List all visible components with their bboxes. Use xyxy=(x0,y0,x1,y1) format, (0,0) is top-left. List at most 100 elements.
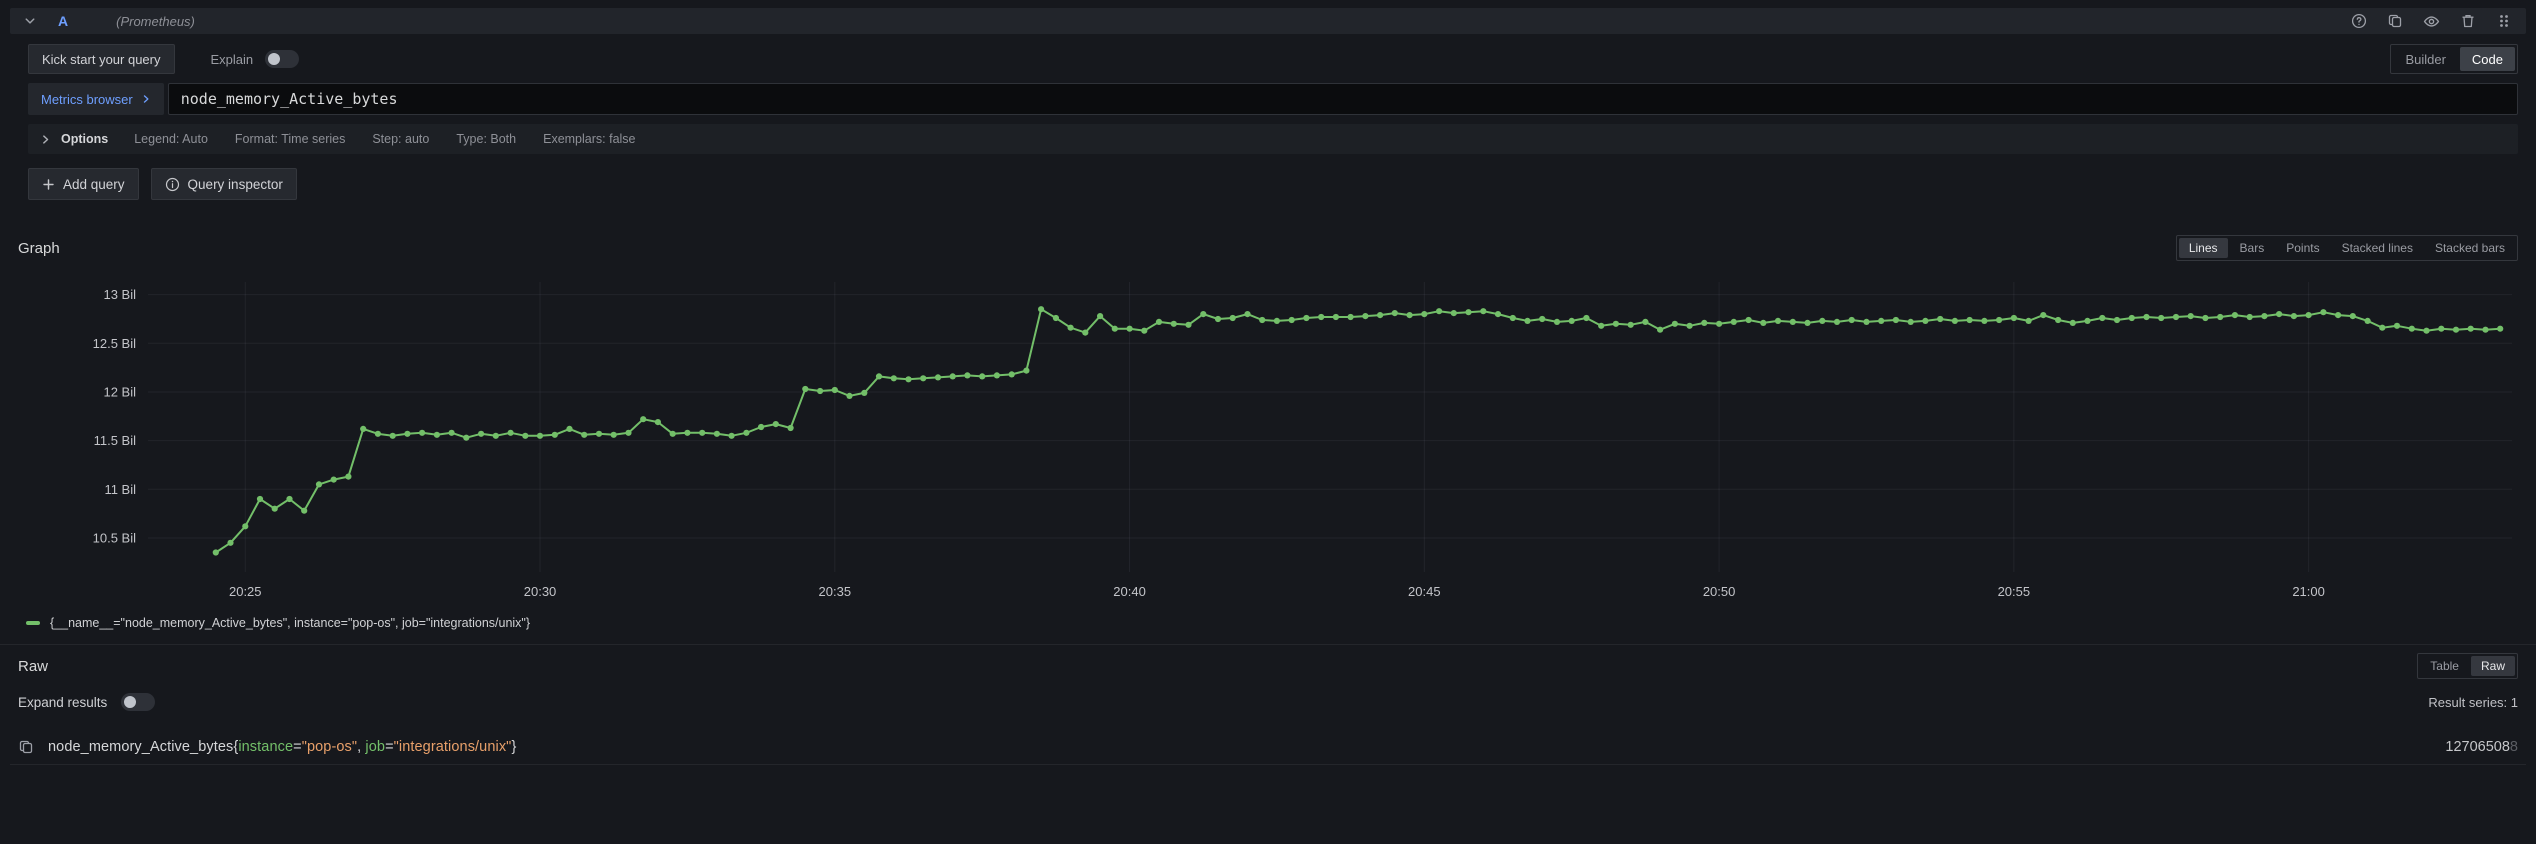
data-point xyxy=(758,423,765,431)
expand-results-toggle[interactable] xyxy=(121,693,156,711)
promql-query-input[interactable] xyxy=(167,83,2518,115)
data-point xyxy=(507,429,514,436)
data-point xyxy=(979,373,986,380)
data-point xyxy=(536,432,544,439)
data-point xyxy=(1126,325,1133,332)
metrics-browser-button[interactable]: Metrics browser xyxy=(28,83,164,115)
data-point xyxy=(566,425,573,432)
data-point xyxy=(654,419,662,426)
data-point xyxy=(817,387,824,395)
data-point xyxy=(1966,316,1973,324)
result-series-row[interactable]: node_memory_Active_bytes{instance="pop-o… xyxy=(10,729,2526,765)
data-point xyxy=(2172,313,2180,321)
collapse-chevron-down-icon[interactable] xyxy=(24,15,36,27)
kick-start-query-button[interactable]: Kick start your query xyxy=(28,44,175,74)
x-tick-label: 21:00 xyxy=(2292,584,2325,599)
options-label: Options xyxy=(61,132,109,146)
data-point xyxy=(1642,318,1649,325)
data-point xyxy=(286,495,293,503)
data-point xyxy=(1804,319,1811,326)
datasource-hint: (Prometheus) xyxy=(116,13,195,29)
help-icon[interactable] xyxy=(2351,13,2367,29)
info-circle-icon xyxy=(165,177,180,192)
query-part-plain: , xyxy=(357,738,366,755)
data-point xyxy=(2084,317,2091,324)
data-point xyxy=(227,539,234,546)
data-point xyxy=(713,430,721,437)
query-header-bar[interactable]: A (Prometheus) xyxy=(10,8,2526,34)
data-point xyxy=(522,432,529,439)
duplicate-query-icon[interactable] xyxy=(2387,13,2403,29)
data-point xyxy=(890,375,897,382)
data-point xyxy=(2231,312,2238,319)
query-ref-id: A xyxy=(58,13,69,29)
chart-canvas[interactable]: 10.5 Bil 11 Bil 11.5 Bil 12 Bil 12.5 Bil 13 B… xyxy=(10,270,2526,610)
data-point xyxy=(1583,314,1590,322)
data-point xyxy=(1450,310,1457,317)
segment-builder[interactable]: Builder xyxy=(2393,47,2457,71)
data-point xyxy=(640,416,647,423)
data-point xyxy=(920,375,927,382)
query-part-plain: } xyxy=(511,738,517,755)
data-point xyxy=(2408,325,2415,332)
data-point xyxy=(389,432,396,439)
data-point xyxy=(2113,316,2121,324)
data-point xyxy=(492,432,499,439)
segment-raw[interactable]: Raw xyxy=(2470,656,2515,676)
drag-handle-icon[interactable] xyxy=(2496,13,2512,29)
series-label-text: node_memory_Active_bytes{instance="pop-o… xyxy=(48,739,516,755)
data-point xyxy=(772,421,779,428)
data-point xyxy=(1981,317,1988,324)
raw-results-panel: Raw Table Raw Expand results Result serie… xyxy=(0,644,2536,765)
data-point xyxy=(1436,308,1443,315)
data-point xyxy=(2335,312,2342,319)
hide-response-eye-icon[interactable] xyxy=(2423,13,2440,30)
segment-table[interactable]: Table xyxy=(2420,656,2469,676)
segment-stacked-bars[interactable]: Stacked bars xyxy=(2425,238,2515,258)
data-point xyxy=(2482,326,2489,333)
data-point xyxy=(463,434,470,441)
data-point xyxy=(2290,313,2297,320)
data-point xyxy=(1819,317,1826,324)
segment-points[interactable]: Points xyxy=(2276,238,2329,258)
data-point xyxy=(1318,313,1325,321)
data-point xyxy=(1686,322,1693,329)
segment-lines[interactable]: Lines xyxy=(2178,238,2228,258)
data-point xyxy=(1421,311,1428,318)
options-summary-item: Step: auto xyxy=(372,132,430,146)
data-point xyxy=(1067,324,1074,331)
segment-code[interactable]: Code xyxy=(2459,47,2515,71)
data-point xyxy=(1214,315,1222,323)
data-point xyxy=(2423,327,2430,334)
data-point xyxy=(1789,318,1796,325)
data-point xyxy=(1406,312,1413,319)
time-series-chart: 10.5 Bil 11 Bil 11.5 Bil 12 Bil 12.5 Bil 13 B… xyxy=(10,270,2526,610)
add-query-button[interactable]: Add query xyxy=(28,168,139,200)
segment-bars[interactable]: Bars xyxy=(2230,238,2275,258)
x-tick-label: 20:55 xyxy=(1998,584,2031,599)
data-point xyxy=(419,429,426,436)
delete-query-trash-icon[interactable] xyxy=(2460,13,2476,29)
data-point xyxy=(1097,313,1104,320)
data-point xyxy=(1701,319,1708,326)
segment-stacked-lines[interactable]: Stacked lines xyxy=(2332,238,2423,258)
explain-label: Explain xyxy=(210,51,254,67)
explain-toggle[interactable] xyxy=(265,50,300,68)
data-point xyxy=(242,523,249,530)
data-point xyxy=(743,429,750,436)
data-point xyxy=(699,429,706,436)
data-point xyxy=(1023,367,1030,374)
query-inspector-button[interactable]: Query inspector xyxy=(150,168,297,200)
data-point xyxy=(993,372,1001,379)
chart-legend[interactable]: {__name__="node_memory_Active_bytes", in… xyxy=(10,610,2526,636)
copy-to-clipboard-icon[interactable] xyxy=(18,739,34,755)
query-options-expander[interactable]: Options Legend: Auto Format: Time series S… xyxy=(28,124,2518,154)
data-point xyxy=(2055,316,2062,324)
data-point xyxy=(1347,313,1354,321)
options-summary-item: Type: Both xyxy=(456,132,517,146)
graph-panel-title: Graph xyxy=(18,239,60,257)
query-editor: A (Prometheus) Kick start your query xyxy=(0,0,2536,200)
data-point xyxy=(1111,325,1118,332)
data-point xyxy=(2128,314,2135,322)
data-point xyxy=(669,430,676,437)
